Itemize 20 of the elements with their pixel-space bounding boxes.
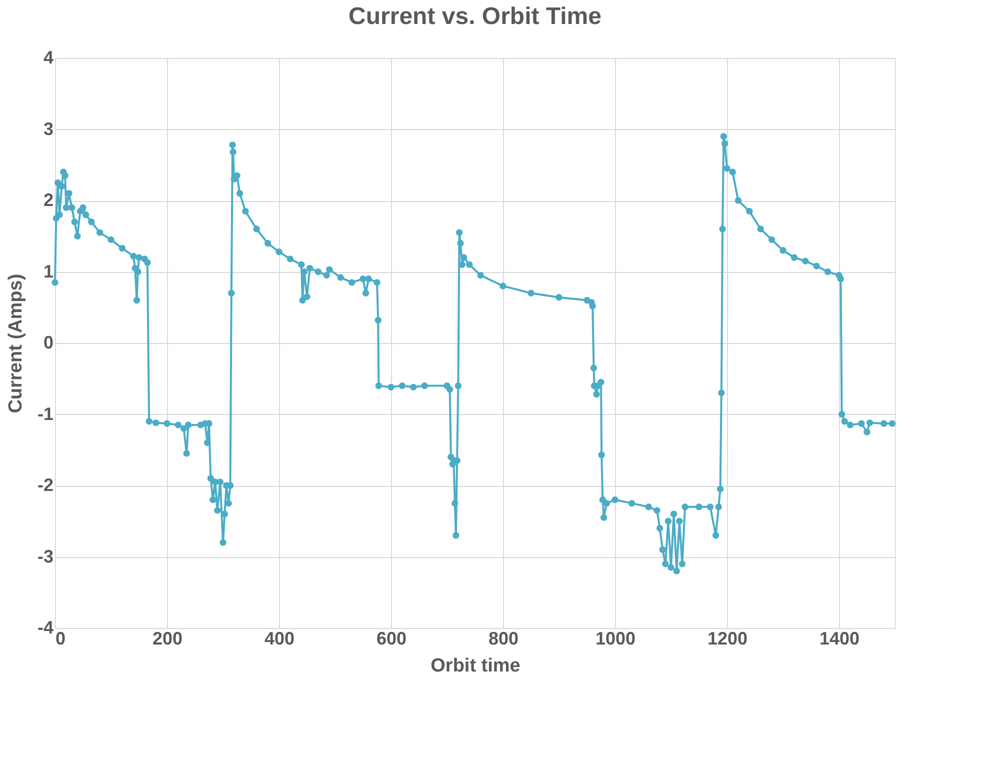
y-tick-label: -4 bbox=[37, 618, 54, 638]
x-tick-label: 1400 bbox=[819, 628, 860, 648]
y-tick-label: 1 bbox=[43, 261, 54, 282]
x-tick-label: 600 bbox=[376, 628, 407, 648]
y-tick-label: 2 bbox=[43, 190, 54, 210]
x-tick-label: 200 bbox=[152, 628, 183, 648]
y-tick-label: 4 bbox=[43, 48, 54, 68]
x-tick-label: 400 bbox=[264, 628, 295, 648]
y-tick-label: 0 bbox=[43, 332, 54, 352]
y-tick-label: -2 bbox=[37, 475, 54, 495]
y-tick-label: -1 bbox=[37, 404, 54, 424]
x-tick-label: 800 bbox=[488, 628, 519, 648]
y-tick-label: 3 bbox=[43, 118, 54, 139]
x-tick-label: 1000 bbox=[595, 628, 636, 648]
x-tick-label: 1200 bbox=[707, 628, 748, 648]
chart-title: Current vs. Orbit Time bbox=[348, 3, 602, 30]
y-tick-label: -3 bbox=[37, 546, 54, 566]
x-axis-title: Orbit time bbox=[430, 656, 520, 676]
x-tick-label: 0 bbox=[56, 628, 66, 648]
y-axis-title: Current (Amps) bbox=[5, 274, 26, 414]
